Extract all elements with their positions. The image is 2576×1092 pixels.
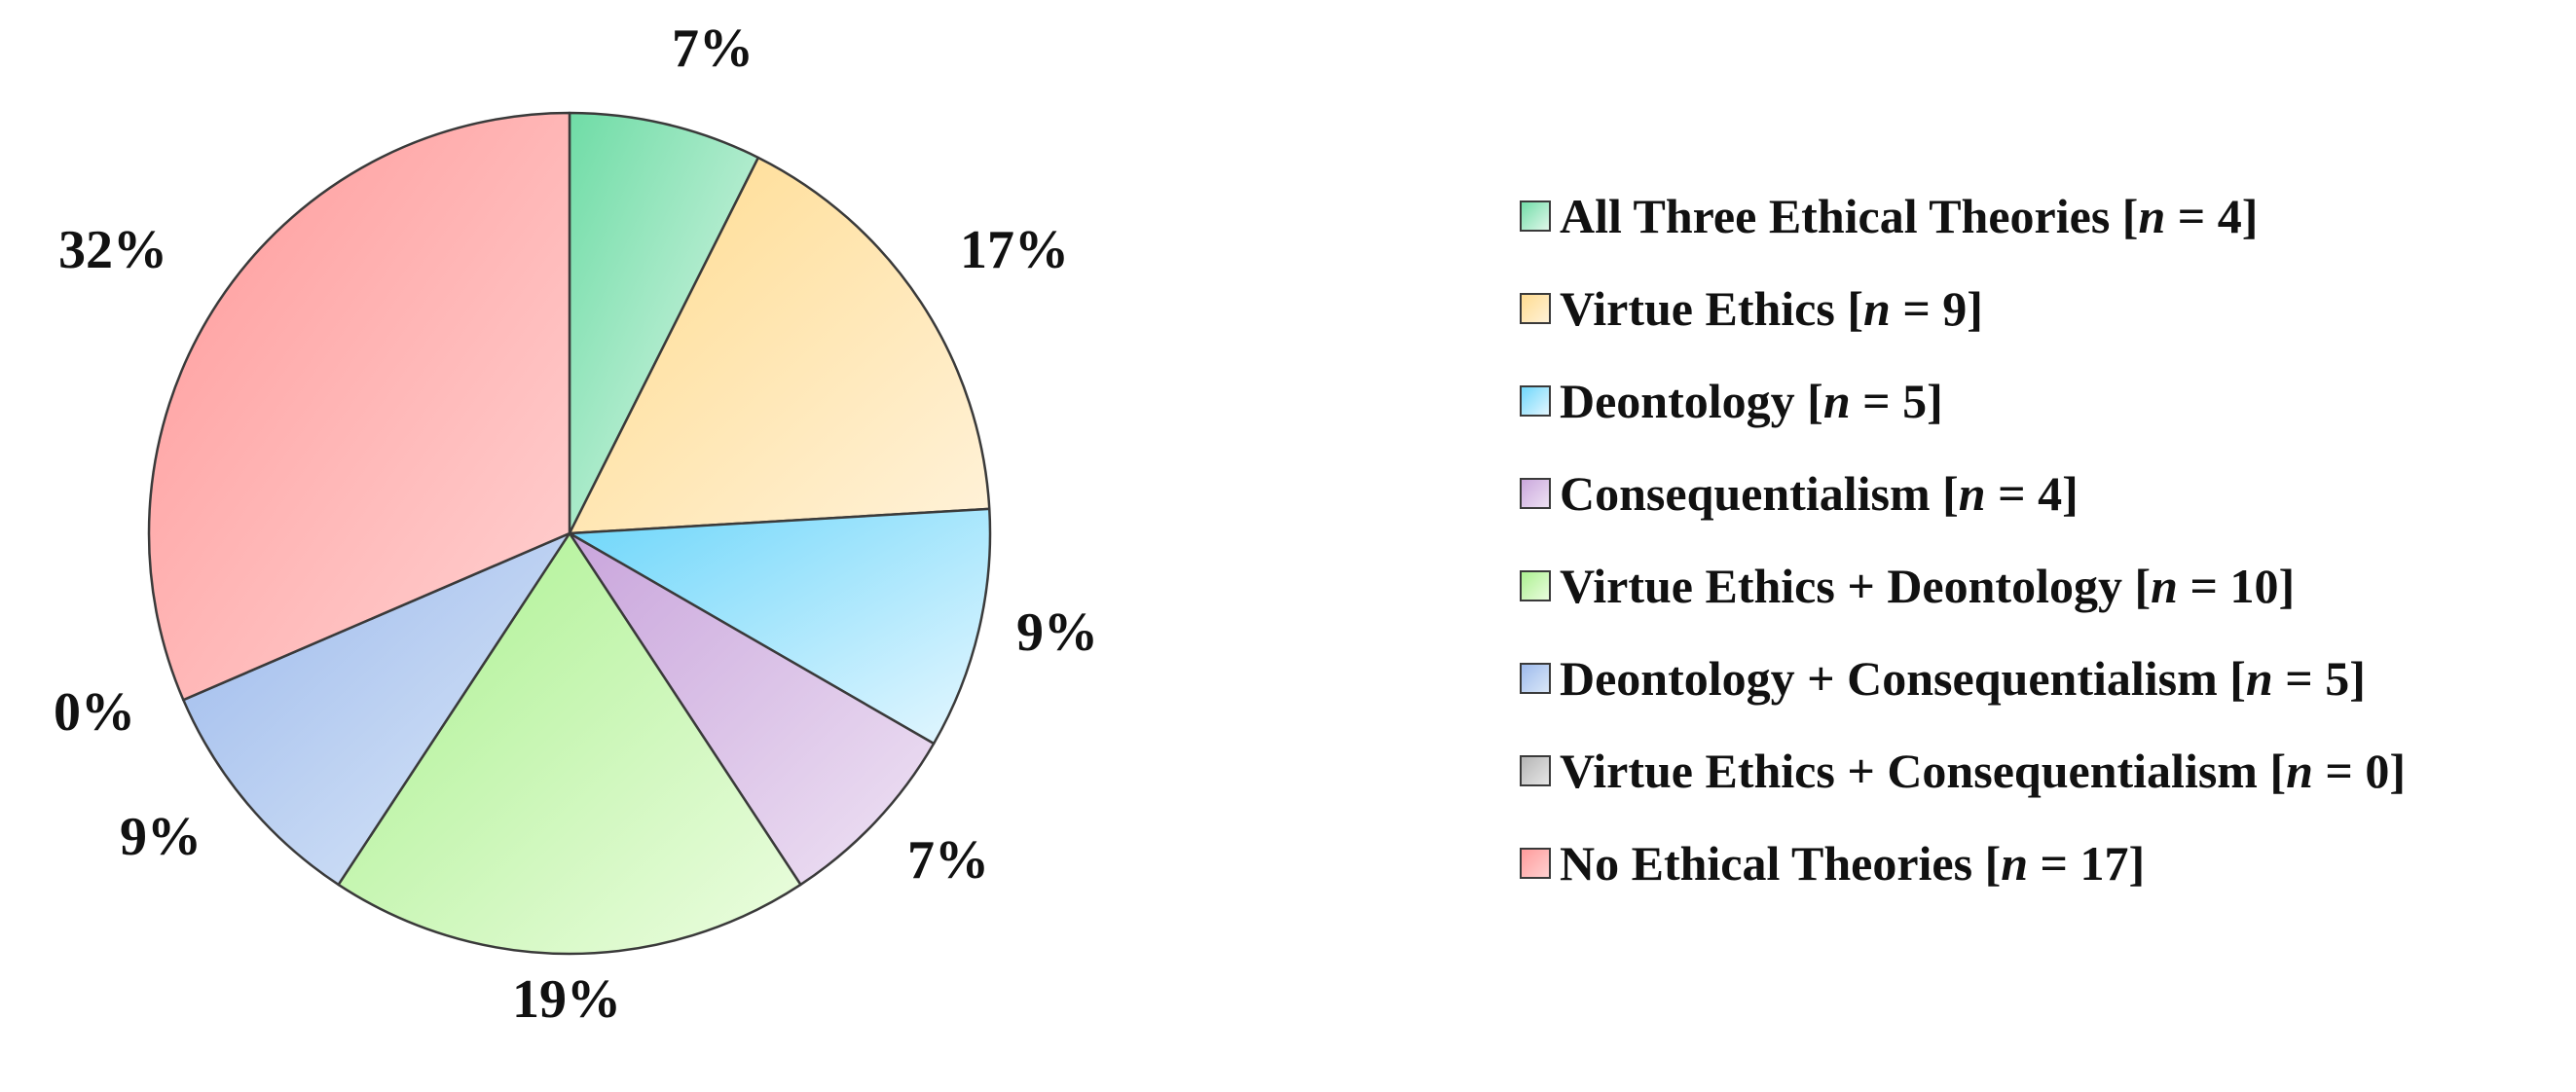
legend-item-no-ethical-theories: No Ethical Theories [n = 17] bbox=[1520, 836, 2145, 891]
legend-item-virtue-ethics-and-deontology: Virtue Ethics + Deontology [n = 10] bbox=[1520, 559, 2295, 613]
pie-slice-no-ethical-theories bbox=[147, 111, 571, 702]
pie-slice-virtue-ethics bbox=[568, 156, 991, 535]
pie-slice-deontology-and-consequentialism bbox=[182, 531, 571, 887]
pie-label-virtue-ethics-and-deontology: 19% bbox=[512, 969, 621, 1030]
legend-swatch bbox=[1520, 385, 1551, 417]
legend-swatch bbox=[1520, 570, 1551, 601]
pie-slice-consequentialism bbox=[568, 531, 936, 887]
pie-label-virtue-ethics-and-consequentialism: 0% bbox=[54, 682, 135, 743]
legend-label: Deontology + Consequentialism [n = 5] bbox=[1560, 651, 2366, 706]
legend-item-virtue-ethics-and-consequentialism: Virtue Ethics + Consequentialism [n = 0] bbox=[1520, 744, 2406, 798]
pie-label-deontology-and-consequentialism: 9% bbox=[120, 807, 202, 867]
pie-slice-all-three-ethical-theories bbox=[568, 111, 760, 535]
legend-swatch bbox=[1520, 478, 1551, 509]
pie-label-virtue-ethics: 17% bbox=[960, 220, 1069, 280]
legend-swatch bbox=[1520, 755, 1551, 786]
pie-slice-deontology bbox=[568, 507, 992, 746]
legend-item-consequentialism: Consequentialism [n = 4] bbox=[1520, 466, 2079, 521]
pie-label-consequentialism: 7% bbox=[907, 830, 989, 891]
legend-swatch bbox=[1520, 663, 1551, 694]
legend: All Three Ethical Theories [n = 4] Virtue… bbox=[1520, 189, 2406, 891]
legend-label: Deontology [n = 5] bbox=[1560, 374, 1943, 428]
legend-item-virtue-ethics: Virtue Ethics [n = 9] bbox=[1520, 281, 1983, 336]
pie-slices bbox=[147, 111, 992, 956]
legend-label: All Three Ethical Theories [n = 4] bbox=[1560, 189, 2258, 243]
pie-slice-virtue-ethics-and-deontology bbox=[337, 531, 802, 956]
legend-item-deontology: Deontology [n = 5] bbox=[1520, 374, 1943, 428]
legend-label: Virtue Ethics + Consequentialism [n = 0] bbox=[1560, 744, 2406, 798]
legend-label: Virtue Ethics + Deontology [n = 10] bbox=[1560, 559, 2295, 613]
pie-label-all-three-ethical-theories: 7% bbox=[672, 18, 754, 79]
legend-label: Consequentialism [n = 4] bbox=[1560, 466, 2079, 521]
legend-label: Virtue Ethics [n = 9] bbox=[1560, 281, 1983, 336]
pie-percentage-labels: 7% 17% 9% 7% 19% 9% 0% 32% bbox=[54, 18, 1098, 1030]
legend-swatch bbox=[1520, 200, 1551, 232]
pie-label-deontology: 9% bbox=[1016, 602, 1098, 663]
legend-item-all-three-ethical-theories: All Three Ethical Theories [n = 4] bbox=[1520, 189, 2258, 243]
legend-label: No Ethical Theories [n = 17] bbox=[1560, 836, 2145, 891]
pie-label-no-ethical-theories: 32% bbox=[58, 220, 167, 280]
legend-swatch bbox=[1520, 848, 1551, 879]
legend-swatch bbox=[1520, 293, 1551, 324]
legend-item-deontology-and-consequentialism: Deontology + Consequentialism [n = 5] bbox=[1520, 651, 2366, 706]
